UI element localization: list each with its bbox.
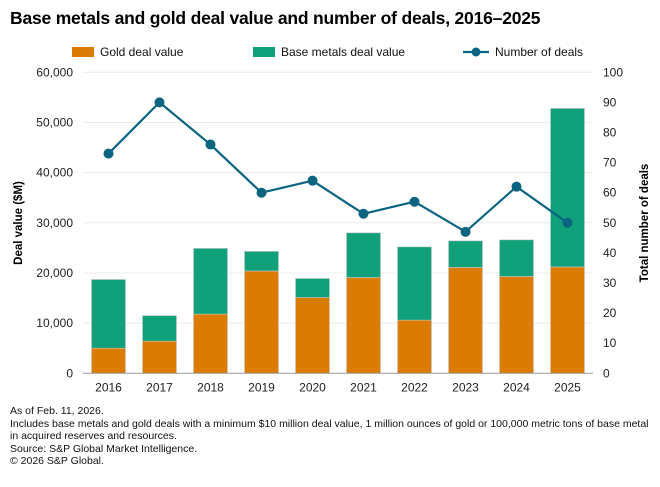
bar-gold-deal-value — [244, 270, 279, 374]
point-number-of-deals — [358, 208, 369, 219]
y-tick-label: 50,000 — [36, 115, 73, 129]
point-number-of-deals — [511, 181, 522, 192]
y-axis-title: Deal value ($M) — [13, 181, 25, 265]
y2-axis-title: Total number of deals — [639, 164, 651, 283]
bar-gold-deal-value — [499, 276, 534, 374]
y2-tick-label: 80 — [603, 126, 617, 140]
y-tick-label: 20,000 — [36, 266, 73, 280]
bar-gold-deal-value — [550, 266, 585, 374]
y2-tick-label: 70 — [603, 156, 617, 170]
bar-gold-deal-value — [397, 319, 432, 374]
y2-tick-label: 90 — [603, 95, 617, 109]
y2-tick-label: 20 — [603, 306, 617, 320]
chart: 0 10,000 20,000 30,000 40,000 50,000 60,000 0 10… — [13, 45, 651, 394]
y2-tick-label: 100 — [603, 65, 623, 79]
y2-tick-label: 30 — [603, 276, 617, 290]
chart-notes: As of Feb. 11, 2026. Includes base metal… — [10, 405, 650, 468]
bar-gold-deal-value — [295, 297, 330, 374]
bar-base-metals-deal-value — [295, 278, 330, 298]
legend-label: Number of deals — [495, 45, 583, 59]
bar-gold-deal-value — [448, 267, 483, 374]
note-copyright: © 2026 S&P Global. — [10, 455, 104, 468]
bar-base-metals-deal-value — [142, 315, 177, 342]
bar-base-metals-deal-value — [244, 251, 279, 272]
legend-swatch — [253, 47, 275, 57]
x-tick-label: 2025 — [554, 380, 581, 394]
bar-gold-deal-value — [91, 347, 126, 374]
x-tick-label: 2024 — [503, 380, 530, 394]
y2-tick-label: 40 — [603, 246, 617, 260]
point-number-of-deals — [562, 217, 573, 228]
point-number-of-deals — [154, 97, 165, 108]
bar-base-metals-deal-value — [448, 240, 483, 268]
note-methodology: Includes base metals and gold deals with… — [10, 417, 649, 443]
note-as-of: As of Feb. 11, 2026. — [10, 405, 104, 417]
y2-tick-label: 50 — [603, 216, 617, 230]
bar-base-metals-deal-value — [91, 279, 126, 349]
point-number-of-deals — [409, 196, 420, 207]
line-number-of-deals — [107, 100, 569, 234]
bar-gold-deal-value — [193, 313, 228, 374]
point-number-of-deals — [460, 226, 471, 237]
x-tick-label: 2020 — [299, 380, 326, 394]
x-tick-label: 2022 — [401, 380, 428, 394]
x-tick-label: 2017 — [146, 380, 173, 394]
note-source: Source: S&P Global Market Intelligence. — [10, 442, 198, 455]
legend-marker — [471, 47, 481, 57]
bar-base-metals-deal-value — [397, 246, 432, 321]
point-number-of-deals — [205, 139, 216, 150]
legend-label: Base metals deal value — [281, 45, 405, 59]
bar-gold-deal-value — [346, 277, 381, 374]
point-number-of-deals — [256, 187, 267, 198]
y-tick-label: 30,000 — [36, 216, 73, 230]
y2-tick-label: 0 — [603, 366, 610, 380]
x-tick-label: 2018 — [197, 380, 224, 394]
y-tick-label: 40,000 — [36, 166, 73, 180]
y2-tick-label: 10 — [603, 336, 617, 350]
bar-gold-deal-value — [142, 340, 177, 374]
y-tick-label: 10,000 — [36, 316, 73, 330]
bar-base-metals-deal-value — [193, 248, 228, 315]
x-tick-label: 2019 — [248, 380, 275, 394]
x-tick-label: 2023 — [452, 380, 479, 394]
point-number-of-deals — [307, 175, 318, 186]
bar-base-metals-deal-value — [499, 239, 534, 277]
x-tick-label: 2016 — [95, 380, 122, 394]
x-tick-label: 2021 — [350, 380, 377, 394]
bar-base-metals-deal-value — [550, 108, 585, 268]
y-tick-label: 60,000 — [36, 65, 73, 79]
y-tick-label: 0 — [66, 366, 73, 380]
y2-tick-label: 60 — [603, 186, 617, 200]
chart-title: Base metals and gold deal value and numb… — [10, 8, 541, 28]
legend-label: Gold deal value — [100, 45, 184, 59]
bar-base-metals-deal-value — [346, 232, 381, 278]
legend-swatch — [72, 47, 94, 57]
point-number-of-deals — [103, 148, 114, 159]
